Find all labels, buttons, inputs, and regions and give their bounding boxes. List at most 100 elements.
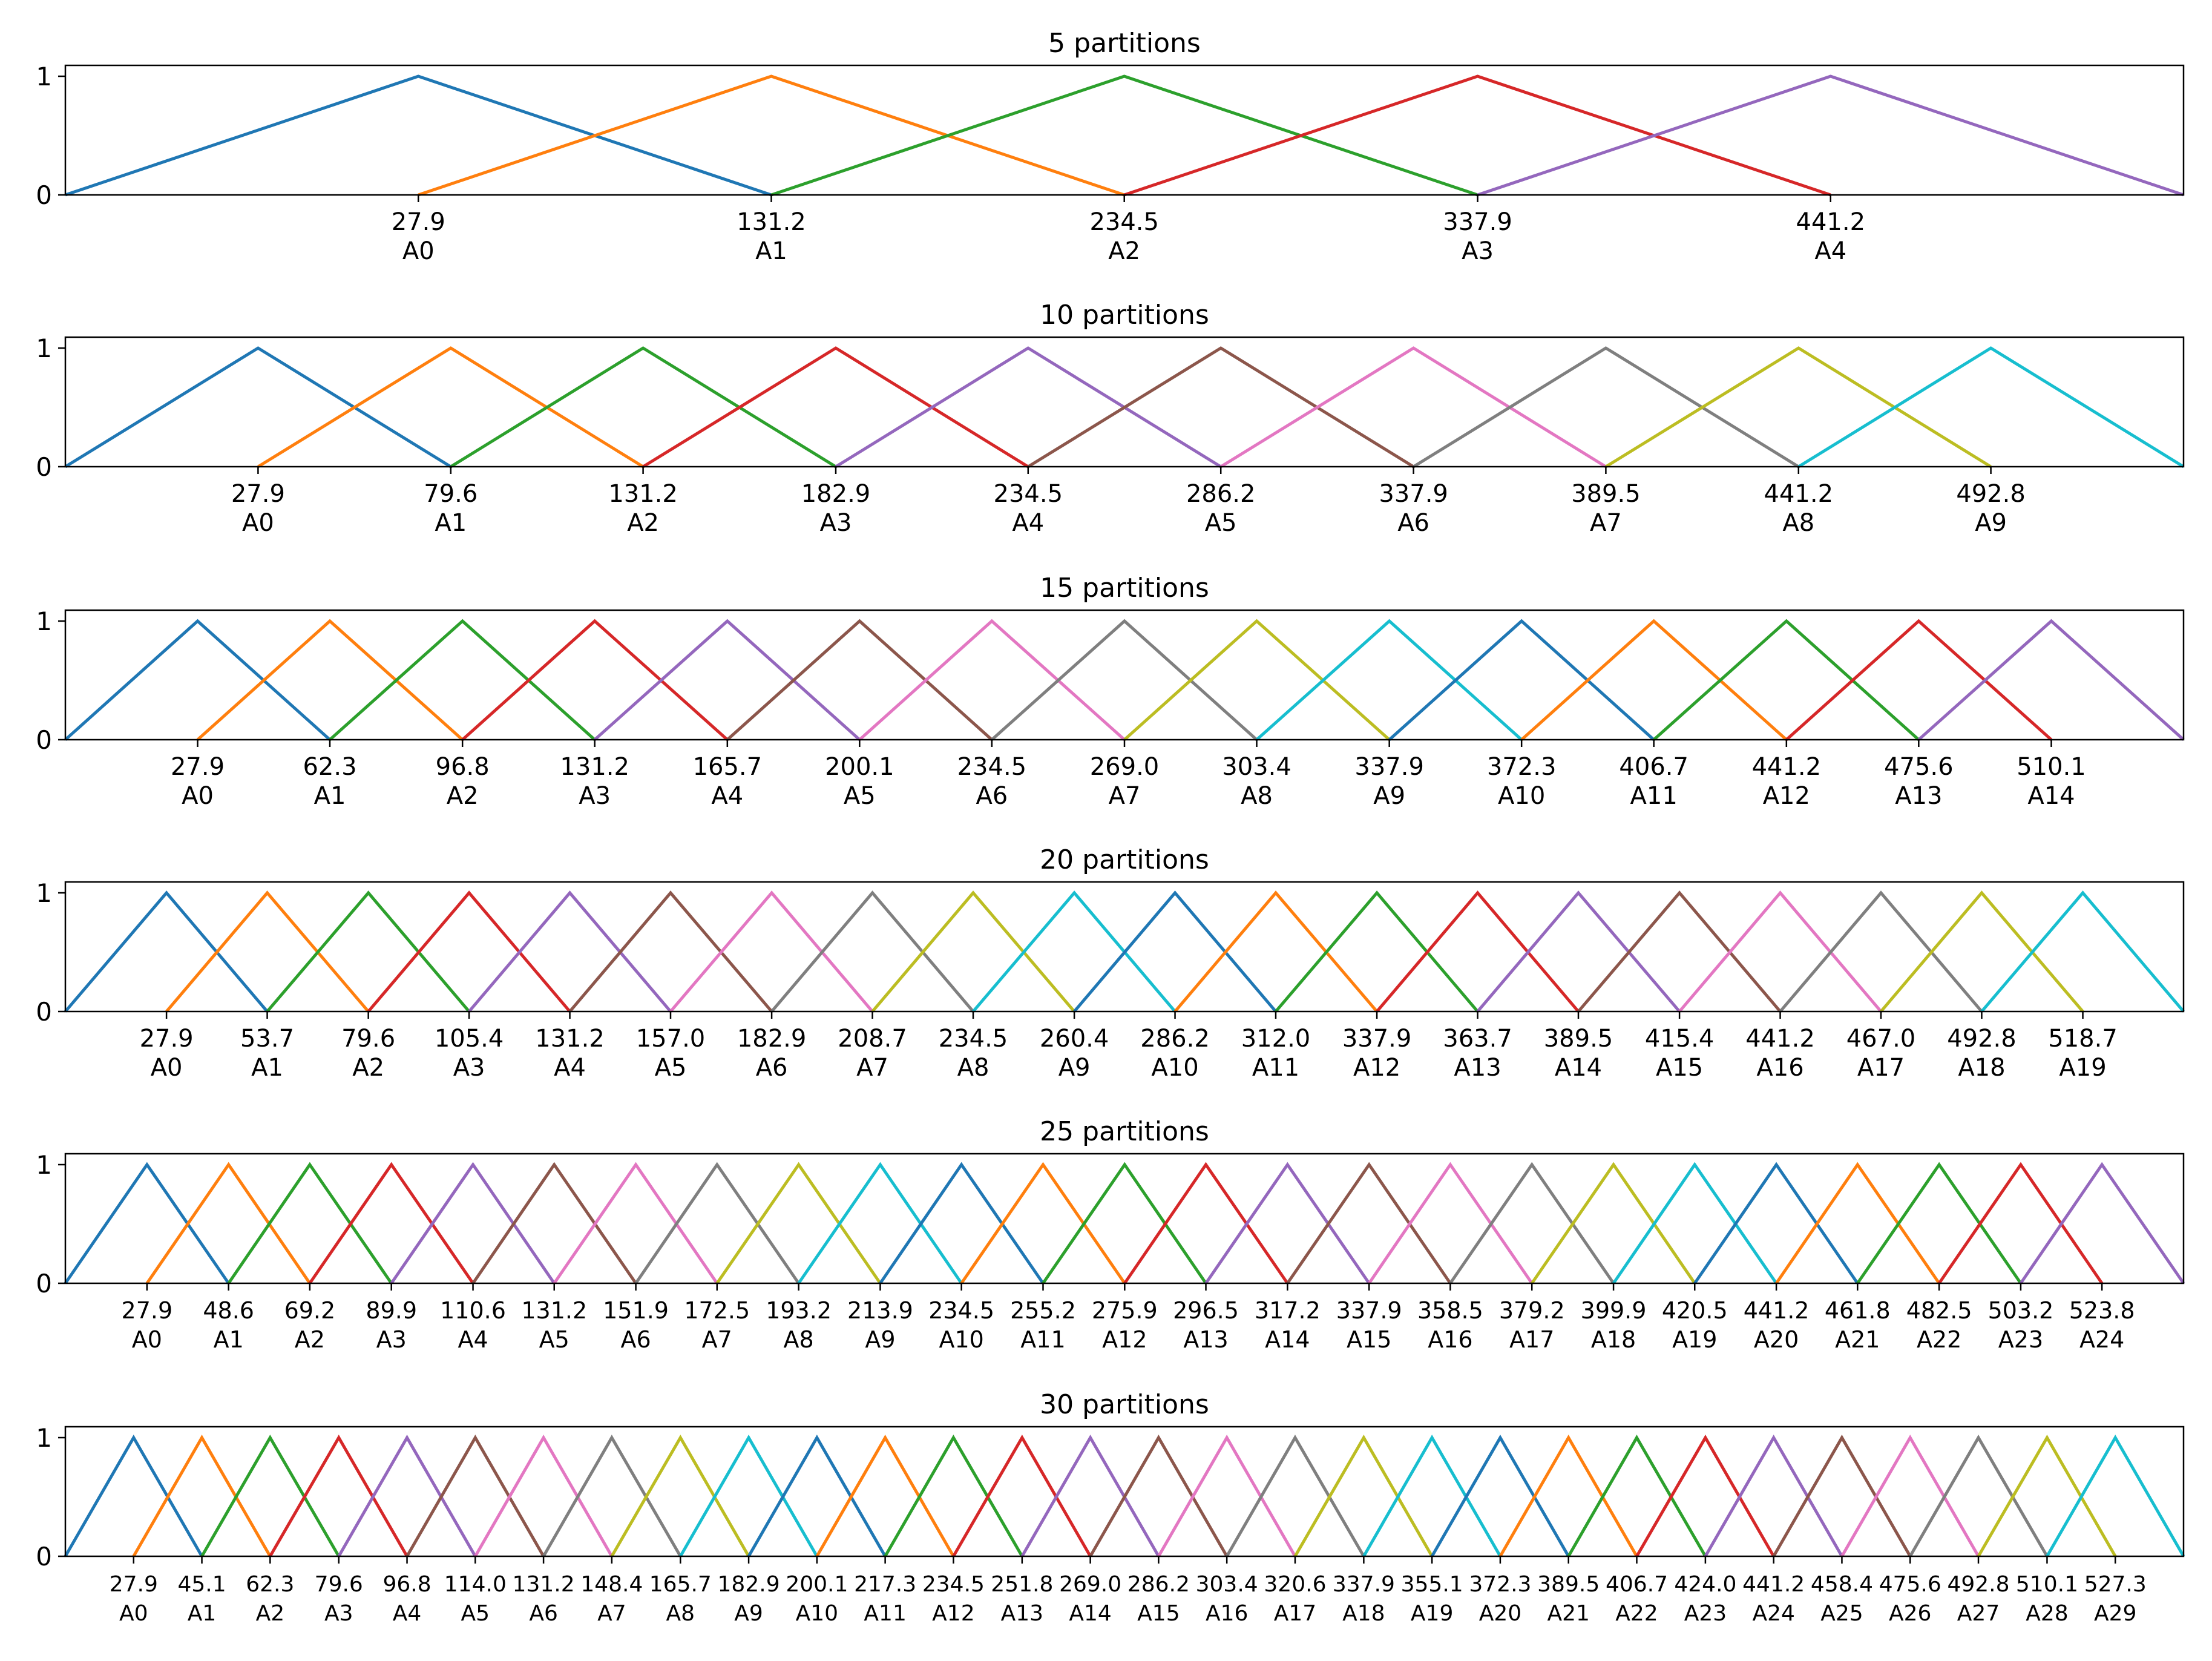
series-line-A19 <box>1362 1434 1502 1557</box>
x-tick-value: 182.9 <box>718 1572 780 1597</box>
x-tick-partition-label: A13 <box>1895 782 1942 810</box>
x-tick-partition-label: A5 <box>1205 509 1237 537</box>
x-tick-partition-label: A9 <box>1373 782 1405 810</box>
x-tick-partition-label: A23 <box>1998 1326 2043 1353</box>
x-tick-value: 131.2 <box>737 208 806 236</box>
x-tick-value: 200.1 <box>786 1572 848 1597</box>
x-tick-partition-label: A12 <box>1353 1054 1400 1082</box>
x-tick-partition-label: A15 <box>1137 1601 1180 1626</box>
x-tick-value: 53.7 <box>240 1025 294 1053</box>
x-tick-value: 234.5 <box>939 1025 1008 1053</box>
x-tick-value: 89.9 <box>366 1297 417 1324</box>
series-line-A6 <box>669 890 874 1013</box>
x-tick-partition-label: A9 <box>734 1601 763 1626</box>
x-tick-partition-label: A25 <box>1820 1601 1863 1626</box>
x-tick-value: 131.2 <box>560 753 629 781</box>
x-tick-partition-label: A21 <box>1547 1601 1589 1626</box>
series-line-A13 <box>1123 1162 1289 1284</box>
x-tick-partition-label: A0 <box>151 1054 183 1082</box>
x-tick-partition-label: A13 <box>1001 1601 1043 1626</box>
x-tick-value: 461.8 <box>1825 1297 1891 1324</box>
x-tick-partition-label: A19 <box>1411 1601 1453 1626</box>
y-tick-label: 0 <box>36 1269 52 1298</box>
series-line-A4 <box>390 1162 556 1284</box>
series-line-A1 <box>418 74 1125 197</box>
subplot-5: 25 partitions 0 1 27.9A0 48.6A1 69.2A2 89.9A3 1… <box>36 1116 2185 1353</box>
series-line-A18 <box>1880 890 2084 1013</box>
x-tick-partition-label: A24 <box>1752 1601 1794 1626</box>
x-tick-partition-label: A15 <box>1656 1054 1703 1082</box>
series-line-A7 <box>542 1434 682 1557</box>
series-line-A9 <box>797 1162 963 1284</box>
series-line-A16 <box>1368 1162 1534 1284</box>
series-line-A9 <box>679 1434 819 1557</box>
x-tick-partition-label: A9 <box>1975 509 2007 537</box>
x-tick-partition-label: A18 <box>1342 1601 1385 1626</box>
x-tick-partition-label: A3 <box>376 1326 407 1353</box>
series-line-A12 <box>884 1434 1023 1557</box>
x-tick-value: 399.9 <box>1581 1297 1647 1324</box>
x-tick-value: 406.7 <box>1619 753 1689 781</box>
axes-frame <box>64 336 2185 468</box>
x-tick-partition-label: A3 <box>324 1601 353 1626</box>
series-line-A11 <box>1520 619 1788 741</box>
x-tick-value: 372.3 <box>1469 1572 1531 1597</box>
x-tick-partition-label: A20 <box>1754 1326 1799 1353</box>
y-tick-label: 0 <box>36 997 52 1027</box>
x-tick-partition-label: A9 <box>865 1326 895 1353</box>
x-tick-value: 420.5 <box>1662 1297 1728 1324</box>
x-tick-partition-label: A16 <box>1756 1054 1803 1082</box>
y-tick-label: 1 <box>36 1423 52 1453</box>
x-tick-value: 482.5 <box>1906 1297 1972 1324</box>
x-tick-partition-label: A14 <box>1555 1054 1602 1082</box>
subplot-title: 5 partitions <box>1048 28 1201 59</box>
series-line-A10 <box>747 1434 887 1557</box>
x-tick-value: 234.5 <box>1089 208 1159 236</box>
x-tick-value: 213.9 <box>847 1297 913 1324</box>
x-tick-partition-label: A14 <box>2027 782 2075 810</box>
x-tick-partition-label: A4 <box>711 782 743 810</box>
x-tick-partition-label: A24 <box>2079 1326 2124 1353</box>
series-line-A8 <box>715 1162 882 1284</box>
series-line-A26 <box>1840 1434 1980 1557</box>
series-line-A0 <box>64 346 452 469</box>
x-tick-partition-label: A16 <box>1206 1601 1248 1626</box>
x-tick-value: 234.5 <box>994 480 1063 508</box>
x-tick-value: 510.1 <box>2017 753 2086 781</box>
x-tick-value: 337.9 <box>1336 1297 1402 1324</box>
x-tick-value: 312.0 <box>1241 1025 1311 1053</box>
x-tick-partition-label: A6 <box>529 1601 558 1626</box>
x-tick-value: 441.2 <box>1742 1572 1805 1597</box>
series-line-A1 <box>257 346 644 469</box>
series-group <box>64 1434 2185 1557</box>
series-line-A0 <box>64 619 331 741</box>
series-line-A1 <box>196 619 464 741</box>
x-tick-partition-label: A6 <box>976 782 1008 810</box>
series-group <box>64 346 2185 469</box>
series-line-A15 <box>1577 890 1782 1013</box>
x-tick-partition-label: A11 <box>864 1601 906 1626</box>
series-line-A9 <box>972 890 1177 1013</box>
x-tick-value: 379.2 <box>1499 1297 1565 1324</box>
x-tick-value: 337.9 <box>1379 480 1448 508</box>
x-tick-partition-label: A13 <box>1454 1054 1501 1082</box>
x-tick-value: 492.8 <box>1956 480 2026 508</box>
series-line-A22 <box>1567 1434 1707 1557</box>
series-line-A16 <box>1678 890 1882 1013</box>
series-line-A17 <box>1225 1434 1365 1557</box>
series-line-A14 <box>1204 1162 1371 1284</box>
series-line-A10 <box>879 1162 1045 1284</box>
series-line-A7 <box>1413 346 1800 469</box>
x-tick-partition-label: A17 <box>1857 1054 1905 1082</box>
x-tick-value: 406.7 <box>1606 1572 1668 1597</box>
x-tick-value: 523.8 <box>2069 1297 2135 1324</box>
x-tick-partition-label: A1 <box>251 1054 283 1082</box>
y-tick-label: 1 <box>36 1150 52 1180</box>
x-tick-value: 172.5 <box>684 1297 750 1324</box>
x-tick-partition-label: A8 <box>666 1601 695 1626</box>
x-tick-value: 193.2 <box>766 1297 832 1324</box>
series-line-A2 <box>227 1162 393 1284</box>
series-line-A3 <box>461 619 729 741</box>
series-line-A19 <box>1612 1162 1778 1284</box>
x-tick-value: 234.5 <box>922 1572 985 1597</box>
